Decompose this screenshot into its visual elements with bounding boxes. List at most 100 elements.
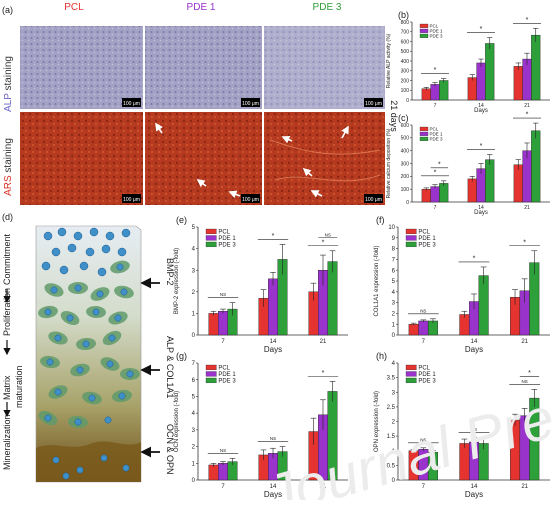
significance-mark: * [438,161,441,168]
cell-nucleus [85,247,95,257]
x-axis-label: Days [474,210,488,216]
cell-nucleus [106,360,114,368]
y-axis-label: OCN expression (-fold) [174,391,180,452]
panel-a: (a) PCL PDE 1 PDE 3 ALP staining ARS sta… [2,2,385,205]
legend-label: PDE 3 [430,137,444,142]
bar [408,450,419,481]
y-tick-label: 2 [392,312,396,318]
cell-nucleus [74,418,82,426]
cell-nucleus [76,466,84,474]
legend-label: PCL [218,366,230,372]
significance-mark: * [473,255,476,262]
cell-nucleus [67,243,77,253]
legend-swatch [405,241,417,248]
bar [418,449,429,481]
cell-nucleus [46,358,54,366]
y-tick-label: 1 [392,322,396,328]
chart-h: (h) 0 0.5 1 1.5 2 2.5 3 3.5 4 OPN expression (-fol… [374,351,550,499]
bar [439,183,449,203]
stage-matrix: Matrix [2,375,12,400]
cell-nucleus [57,227,67,237]
y-tick-label: 4 [392,361,396,367]
y-tick-label: 100 [401,88,410,94]
cell-nucleus [76,366,84,374]
legend-swatch [205,228,217,235]
legend-label: PDE 1 [418,372,436,378]
cell-nucleus [114,314,122,322]
significance-mark: * [434,169,437,176]
cell-nucleus [126,370,134,378]
scale-bar-label: 100 μm [123,197,140,203]
bar [513,66,523,101]
y-tick-label: 300 [401,69,410,75]
micrograph-ars-pde3 [264,112,385,205]
y-tick-label: 4 [192,411,196,417]
y-tick-label: 200 [401,78,410,84]
x-tick-label: 14 [471,339,478,345]
y-tick-label: 1 [192,312,196,318]
y-tick-label: 1.5 [387,434,396,440]
chart-f: (f) 0 1 2 3 4 5 6 7 8 9 10 COL1A1 expression (-fold)… [374,215,550,354]
y-tick-label: 0 [406,98,409,104]
y-tick-label: 7 [392,258,396,264]
bar [208,313,219,336]
x-tick-label: 7 [221,484,225,490]
y-tick-label: 6 [392,268,396,274]
bar [529,397,540,481]
scale-bar-label: 100 μm [242,101,259,107]
scale-bar-label: 100 μm [365,101,382,107]
legend-label: PDE 1 [430,132,444,137]
scale-bars: 100 μm 100 μm 100 μm 100 μm 100 μm 100 μ… [122,98,383,203]
legend-label: PDE 3 [418,379,436,385]
stage-maturation: maturation [14,365,24,408]
bar [531,34,541,101]
legend-swatch [205,235,217,241]
bar [476,62,486,101]
legend-swatch [419,131,429,136]
significance-mark: NS [522,379,528,384]
col-label-pde3: PDE 3 [313,2,342,13]
chart-g: (g) 0 1 2 3 4 5 6 7 OCN expression (-fold) 7 14 21 Da… [174,351,348,499]
significance-mark: * [480,143,483,150]
bar [268,278,278,336]
cell-nucleus [79,261,89,271]
marker-bmp2: BMP-2 [165,258,175,286]
legend-label: PCL [218,230,230,236]
cell-nucleus [54,334,62,342]
x-tick-label: 21 [521,339,528,345]
micrograph-alp-pcl [20,26,143,109]
x-axis-label: Days [264,345,282,354]
y-tick-label: 0 [392,478,396,484]
chart-e: (e) 0 1 2 3 4 5 BMP-2 expression (-fold) 7 14 21 Da… [174,215,348,354]
legend-swatch [405,364,417,371]
cell-nucleus [44,414,52,422]
y-tick-label: 2.5 [387,405,396,411]
legend-label: PCL [430,127,439,132]
cell-nucleus [44,308,52,316]
cell-nucleus [118,392,126,400]
significance-mark: NS [220,448,226,453]
legend-label: PDE 1 [418,236,436,242]
y-tick-label: 4 [192,247,196,253]
x-tick-label: 14 [471,484,478,490]
cell-nucleus [62,472,70,480]
micrograph-ars-pde1 [145,112,262,205]
cell-nucleus [54,388,62,396]
bar [531,130,541,203]
legend-swatch [405,235,417,241]
cell-nucleus [51,247,61,257]
legend-swatch [205,364,217,371]
legend-swatch [205,241,217,248]
bar [468,441,480,481]
cell-nucleus [59,265,69,275]
y-tick-label: 0 [406,200,409,206]
x-tick-label: 21 [320,339,327,345]
y-tick-label: 3 [192,268,196,274]
legend-label: PCL [418,230,430,236]
y-tick-label: 1 [192,461,196,467]
chart-c: (c) 0 100 200 300 400 500 600 Relative calcium d… [386,112,550,216]
bar [418,320,429,336]
bar [439,80,449,101]
significance-mark: * [528,370,531,377]
y-tick-label: 1 [392,449,396,455]
